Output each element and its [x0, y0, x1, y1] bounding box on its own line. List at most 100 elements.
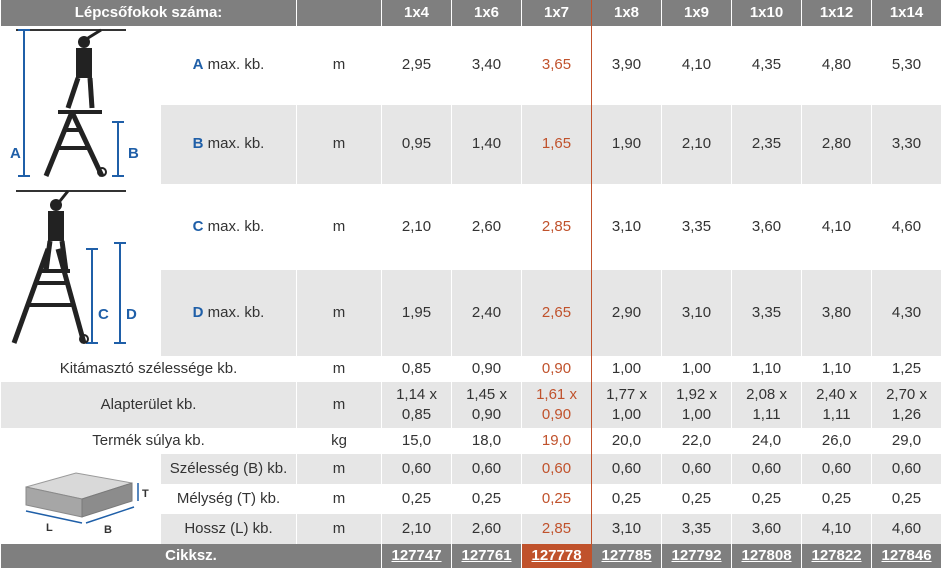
header-col: 1x10 [732, 0, 802, 26]
value-cell: 0,25 [452, 484, 522, 514]
value-cell: 3,10 [592, 514, 662, 544]
value-cell: 4,60 [872, 514, 941, 544]
article-code-link[interactable]: 127846 [872, 544, 941, 568]
dim-letter-b: B [128, 145, 139, 162]
header-col: 1x8 [592, 0, 662, 26]
header-step-count-label: Lépcsőfokok száma: [1, 0, 297, 26]
value-cell: 18,0 [452, 428, 522, 454]
dim-letter-a: A [10, 145, 21, 162]
value-cell-highlighted: 0,90 [522, 356, 592, 382]
value-cell: 26,0 [802, 428, 872, 454]
dimension-label-d: D max. kb. [161, 270, 297, 356]
value-cell: 1,10 [802, 356, 872, 382]
article-code-link[interactable]: 127761 [452, 544, 522, 568]
value-cell: 4,10 [802, 184, 872, 270]
value-cell: 3,40 [452, 26, 522, 105]
value-cell: 4,10 [662, 26, 732, 105]
article-code-link[interactable]: 127785 [592, 544, 662, 568]
article-code-link[interactable]: 127792 [662, 544, 732, 568]
value-cell: 22,0 [662, 428, 732, 454]
value-cell: 1,00 [662, 356, 732, 382]
value-cell: 0,60 [382, 454, 452, 484]
value-cell: 3,35 [732, 270, 802, 356]
article-code-link[interactable]: 127808 [732, 544, 802, 568]
table-row: Kitámasztó szélessége kb. m 0,85 0,90 0,… [1, 356, 941, 382]
value-cell: 20,0 [592, 428, 662, 454]
package-box-icon: T L B [6, 459, 156, 539]
value-cell: 0,60 [872, 454, 941, 484]
value-cell: 15,0 [382, 428, 452, 454]
article-code-link[interactable]: 127822 [802, 544, 872, 568]
value-cell: 5,30 [872, 26, 941, 105]
row-label-package-length: Hossz (L) kb. [161, 514, 297, 544]
row-label-package-depth: Mélység (T) kb. [161, 484, 297, 514]
box-letter-b: B [104, 524, 112, 536]
value-cell: 3,35 [662, 514, 732, 544]
value-cell: 3,90 [592, 26, 662, 105]
value-cell-highlighted: 0,60 [522, 454, 592, 484]
ladder-figure-ab: A B [1, 26, 161, 184]
value-cell: 2,10 [382, 184, 452, 270]
row-label-support-width: Kitámasztó szélessége kb. [1, 356, 297, 382]
value-cell: 4,10 [802, 514, 872, 544]
value-cell: 0,25 [662, 484, 732, 514]
header-row: Lépcsőfokok száma: 1x4 1x6 1x7 1x8 1x9 1… [1, 0, 941, 26]
unit-cell: m [297, 184, 382, 270]
ladder-person-icon: A B [6, 26, 156, 184]
article-code-link-highlighted[interactable]: 127778 [522, 544, 592, 568]
unit-cell: kg [297, 428, 382, 454]
unit-cell: m [297, 26, 382, 105]
value-cell: 1,25 [872, 356, 941, 382]
value-cell: 1,95 [382, 270, 452, 356]
value-cell: 3,10 [592, 184, 662, 270]
box-letter-t: T [142, 488, 149, 500]
table-row: Termék súlya kb. kg 15,0 18,0 19,0 20,0 … [1, 428, 941, 454]
ladder-person-platform-icon: C D [6, 187, 156, 353]
value-cell: 2,35 [732, 105, 802, 184]
row-label-weight: Termék súlya kb. [1, 428, 297, 454]
dimension-label-b: B max. kb. [161, 105, 297, 184]
dim-letter-d: D [126, 306, 137, 323]
dimension-label-a: A max. kb. [161, 26, 297, 105]
value-cell: 3,35 [662, 184, 732, 270]
article-number-label: Cikksz. [1, 544, 382, 568]
unit-cell: m [297, 454, 382, 484]
header-col: 1x12 [802, 0, 872, 26]
dimension-label-c: C max. kb. [161, 184, 297, 270]
value-cell: 3,60 [732, 184, 802, 270]
row-label-footprint: Alapterület kb. [1, 382, 297, 428]
header-col-highlighted: 1x7 [522, 0, 592, 26]
header-col: 1x4 [382, 0, 452, 26]
unit-cell: m [297, 514, 382, 544]
unit-cell: m [297, 382, 382, 428]
value-cell: 4,80 [802, 26, 872, 105]
value-cell: 0,25 [802, 484, 872, 514]
value-cell: 0,60 [452, 454, 522, 484]
package-figure: T L B [1, 454, 161, 544]
header-col: 1x9 [662, 0, 732, 26]
header-col: 1x14 [872, 0, 941, 26]
value-cell: 4,35 [732, 26, 802, 105]
value-cell: 1,40 [452, 105, 522, 184]
header-unit-cell [297, 0, 382, 26]
value-cell: 2,10 [382, 514, 452, 544]
value-cell-highlighted: 2,65 [522, 270, 592, 356]
value-cell-highlighted: 3,65 [522, 26, 592, 105]
value-cell: 0,25 [592, 484, 662, 514]
value-cell: 0,60 [662, 454, 732, 484]
value-cell: 0,85 [382, 356, 452, 382]
value-cell: 0,90 [452, 356, 522, 382]
value-cell: 2,40 [452, 270, 522, 356]
article-code-link[interactable]: 127747 [382, 544, 452, 568]
value-cell: 0,60 [732, 454, 802, 484]
value-cell: 2,95 [382, 26, 452, 105]
table-row: T L B Szélesség (B) kb. m 0,60 0,60 0,60… [1, 454, 941, 484]
value-cell: 0,60 [592, 454, 662, 484]
value-cell: 2,60 [452, 514, 522, 544]
